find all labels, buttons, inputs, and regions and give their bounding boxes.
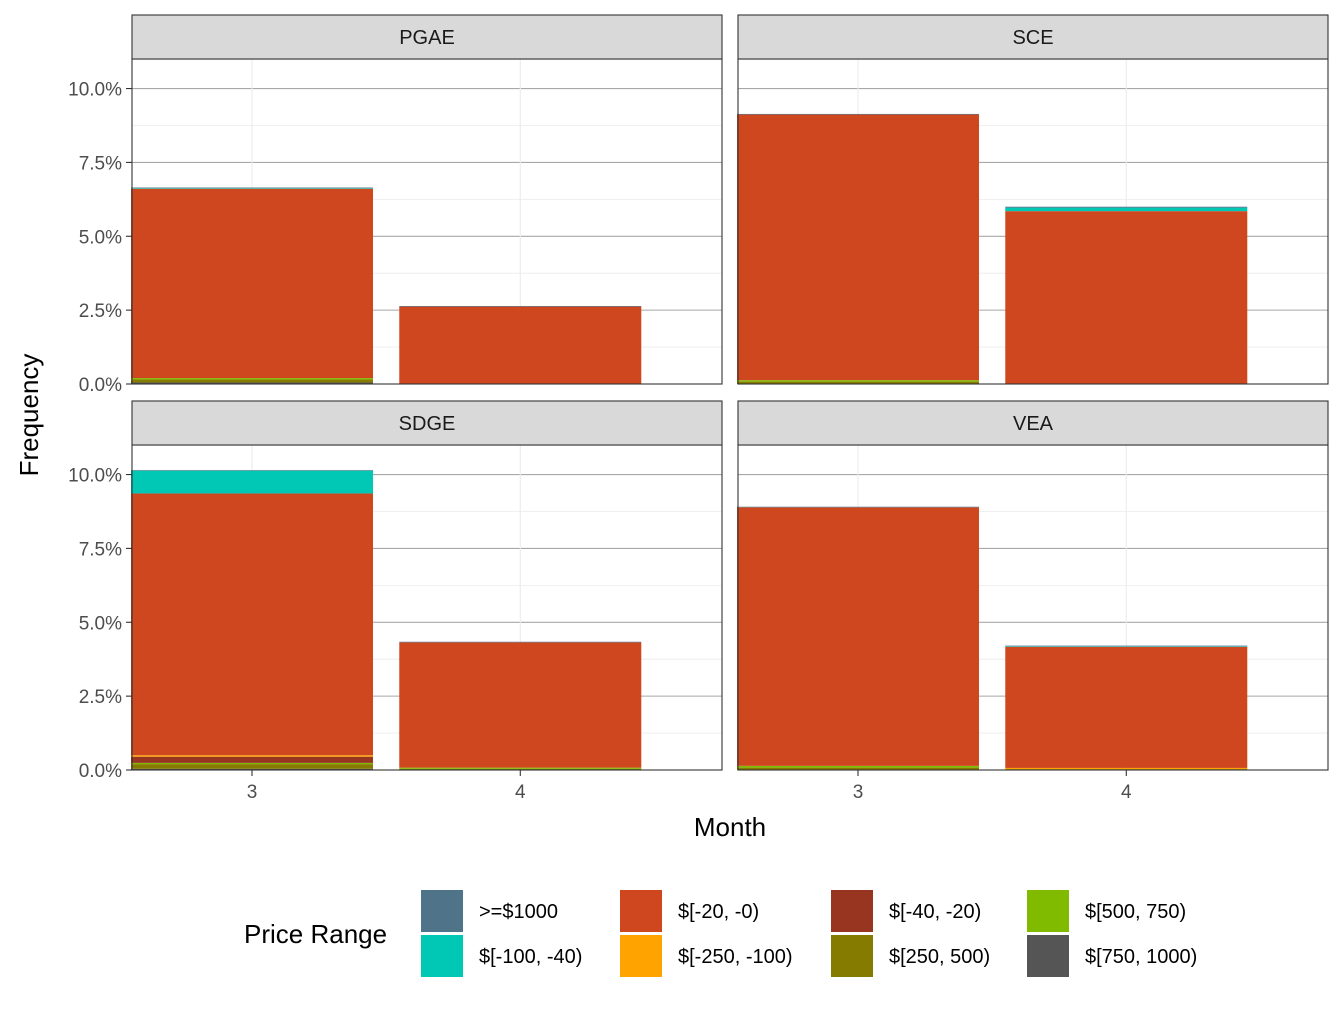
legend-key-500-750 <box>1027 890 1069 932</box>
bar-segment-pgae-month-4-1000 <box>399 306 642 307</box>
legend-key-250-500 <box>831 935 873 977</box>
bar-segment-pgae-month-3-100-40 <box>130 188 374 189</box>
facet-strip-sdge <box>131 400 723 446</box>
x-tick-label: 4 <box>515 782 526 803</box>
facet-strip-sce <box>737 14 1329 60</box>
bar-segment-pgae-month-3-250-500 <box>130 379 374 383</box>
bar-segment-sdge-month-3-40-20 <box>130 756 374 763</box>
bar-segment-sdge-month-3-250-100 <box>130 755 374 757</box>
bar-segment-sdge-month-3-1000 <box>130 470 374 471</box>
legend-label-1000: >=$1000 <box>479 901 558 923</box>
legend-label-250-100: $[-250, -100) <box>678 946 793 968</box>
bar-segment-vea-month-4-100-40 <box>1005 646 1248 647</box>
y-tick-label: 7.5% <box>79 539 122 560</box>
bar-segment-sdge-month-4-250-500 <box>399 768 642 770</box>
bar-segment-vea-month-4-1000 <box>1005 645 1248 647</box>
bar-segment-pgae-month-3-750-1000 <box>130 382 374 384</box>
legend-label-40-20: $[-40, -20) <box>889 901 981 923</box>
bar-segment-vea-month-4-250-100 <box>1005 767 1248 770</box>
bar-segment-sdge-month-4-1000 <box>399 641 642 643</box>
legend-label-500-750: $[500, 750) <box>1085 901 1186 923</box>
bar-segment-sdge-month-4-20-0 <box>399 642 642 768</box>
facet-label-sce: SCE <box>1012 27 1053 49</box>
legend-key-750-1000 <box>1027 935 1069 977</box>
x-axis-title: Month <box>694 812 766 842</box>
x-tick-label: 4 <box>1121 782 1132 803</box>
legend-key-20-0 <box>620 890 662 932</box>
y-tick-label: 7.5% <box>79 153 122 174</box>
facet-label-vea: VEA <box>1013 413 1054 435</box>
bar-segment-sce-month-4-20-0 <box>1005 211 1248 384</box>
facet-strip-vea <box>737 400 1329 446</box>
y-tick-label: 0.0% <box>79 375 122 396</box>
bar-segment-sce-month-3-250-500 <box>736 381 980 384</box>
bar-segment-pgae-month-3-1000 <box>130 187 374 189</box>
legend-key-100-40 <box>421 935 463 977</box>
y-tick-label: 0.0% <box>79 761 122 782</box>
legend-label-750-1000: $[750, 1000) <box>1085 946 1197 968</box>
bar-segment-vea-month-4-20-0 <box>1005 646 1248 768</box>
legend-label-100-40: $[-100, -40) <box>479 946 582 968</box>
bar-segment-sce-month-4-100-40 <box>1005 207 1248 212</box>
legend-key-1000 <box>421 890 463 932</box>
y-tick-label: 2.5% <box>79 301 122 322</box>
legend-label-250-500: $[250, 500) <box>889 946 990 968</box>
bar-segment-pgae-month-3-20-0 <box>130 188 374 379</box>
bar-segment-vea-month-3-500-750 <box>736 765 980 768</box>
bar-segment-sdge-month-4-500-750 <box>399 767 642 769</box>
bar-segment-sdge-month-3-100-40 <box>130 470 374 494</box>
legend-key-40-20 <box>831 890 873 932</box>
bar-segment-sdge-month-3-250-500 <box>130 764 374 769</box>
y-tick-label: 5.0% <box>79 613 122 634</box>
y-tick-label: 2.5% <box>79 687 122 708</box>
x-tick-label: 3 <box>247 782 258 803</box>
bar-segment-sce-month-4-1000 <box>1005 206 1248 208</box>
bar-segment-pgae-month-4-20-0 <box>399 306 642 384</box>
facet-label-pgae: PGAE <box>399 27 455 49</box>
bar-segment-sce-month-3-1000 <box>736 113 980 115</box>
bar-segment-vea-month-3-250-500 <box>736 767 980 770</box>
bar-segment-vea-month-3-20-0 <box>736 507 980 766</box>
y-axis-title: Frequency <box>14 354 44 477</box>
y-tick-label: 10.0% <box>68 466 122 487</box>
bar-segment-sce-month-3-20-0 <box>736 114 980 381</box>
y-tick-label: 5.0% <box>79 227 122 248</box>
facet-strip-pgae <box>131 14 723 60</box>
bar-segment-pgae-month-3-500-750 <box>130 378 374 380</box>
legend-key-250-100 <box>620 935 662 977</box>
y-tick-label: 10.0% <box>68 80 122 101</box>
bar-segment-sce-month-3-500-750 <box>736 380 980 382</box>
legend-label-20-0: $[-20, -0) <box>678 901 759 923</box>
bar-segment-sdge-month-3-500-750 <box>130 762 374 765</box>
x-tick-label: 3 <box>853 782 864 803</box>
legend-title: Price Range <box>244 919 387 949</box>
bar-segment-sdge-month-3-20-0 <box>130 493 374 756</box>
bar-segment-vea-month-3-1000 <box>736 506 980 508</box>
bar-segment-sdge-month-3-750-1000 <box>130 768 374 770</box>
facet-label-sdge: SDGE <box>399 413 456 435</box>
